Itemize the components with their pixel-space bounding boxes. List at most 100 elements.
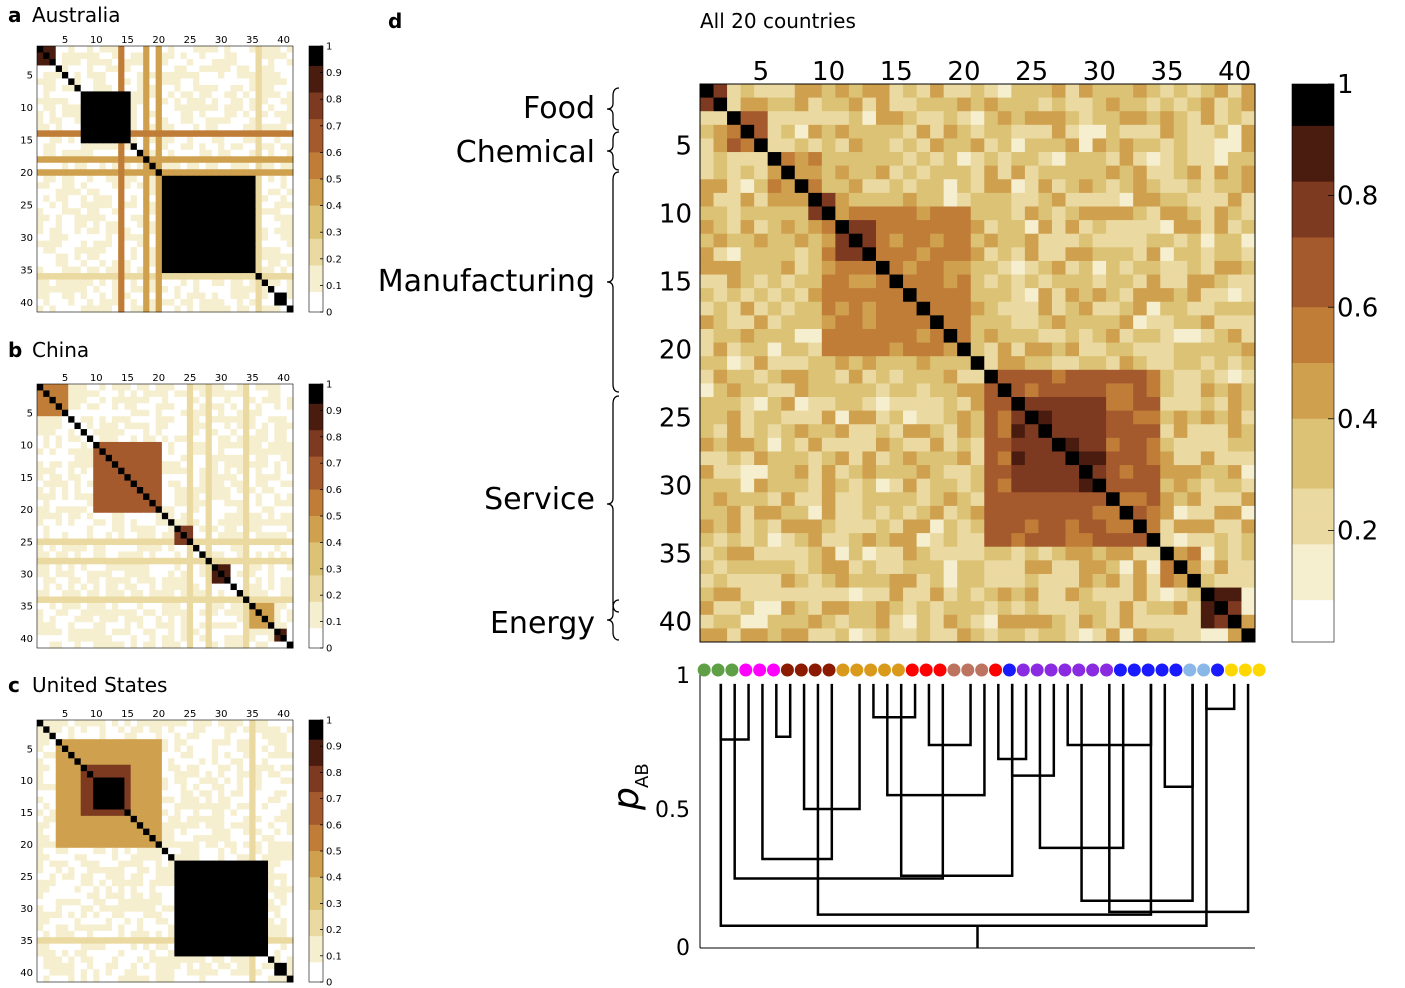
heatmap-cell	[74, 866, 82, 874]
heatmap-cell	[180, 162, 188, 170]
heatmap-cell	[236, 822, 244, 830]
heatmap-cell	[86, 260, 94, 268]
heatmap-cell	[168, 751, 175, 759]
heatmap-cell	[274, 557, 282, 565]
heatmap-cell	[61, 260, 69, 268]
heatmap-cell	[118, 240, 125, 248]
heatmap-cell	[211, 78, 219, 86]
colorbar-segment	[309, 46, 323, 54]
heatmap-cell	[55, 429, 63, 437]
heatmap-cell	[55, 149, 63, 157]
heatmap-cell	[230, 143, 238, 151]
heatmap-cell	[218, 58, 225, 66]
heatmap-cell	[243, 532, 250, 540]
heatmap-cell	[174, 214, 182, 222]
heatmap-cell	[105, 169, 113, 177]
heatmap-cell	[205, 208, 213, 216]
heatmap-cell	[124, 91, 132, 99]
heatmap-cell	[49, 78, 57, 86]
heatmap-cell	[161, 557, 169, 565]
heatmap-cell	[218, 538, 225, 546]
heatmap-cell	[199, 454, 207, 462]
heatmap-cell	[61, 815, 69, 823]
heatmap-cell	[43, 628, 50, 636]
heatmap-cell	[155, 905, 163, 913]
heatmap-cell	[105, 286, 113, 294]
heatmap-cell	[261, 564, 269, 572]
heatmap-cell	[118, 65, 125, 73]
heatmap-cell	[149, 136, 157, 144]
heatmap-cell	[49, 227, 57, 235]
heatmap-cell	[236, 557, 244, 565]
heatmap-cell	[174, 247, 182, 255]
heatmap-cell	[68, 117, 75, 125]
heatmap-cell	[124, 384, 132, 391]
heatmap-cell	[111, 809, 119, 817]
colorbar-segment	[309, 79, 323, 87]
heatmap-cell	[80, 796, 88, 804]
heatmap-cell	[93, 758, 100, 766]
heatmap-cell	[255, 266, 263, 274]
heatmap-cell	[49, 279, 57, 287]
heatmap-cell	[261, 835, 269, 842]
heatmap-frame	[36, 45, 294, 313]
heatmap-cell	[80, 227, 88, 235]
heatmap-cell	[230, 873, 238, 881]
heatmap-cell	[149, 46, 157, 53]
heatmap-cell	[99, 544, 107, 552]
heatmap-cell	[99, 583, 107, 591]
heatmap-cell	[286, 188, 294, 196]
heatmap-cell	[118, 905, 125, 913]
heatmap-cell	[155, 253, 163, 261]
heatmap-cell	[93, 286, 100, 294]
heatmap-cell	[37, 110, 44, 118]
heatmap-cell	[236, 854, 244, 862]
heatmap-cell	[274, 441, 282, 449]
heatmap-cell	[249, 149, 257, 157]
heatmap-cell	[174, 195, 182, 203]
heatmap-cell	[268, 512, 275, 520]
heatmap-cell	[174, 777, 182, 785]
heatmap-cell	[105, 143, 113, 151]
heatmap-cell	[136, 208, 144, 216]
heatmap-cell	[49, 726, 57, 734]
heatmap-cell	[124, 409, 132, 417]
heatmap-cell	[74, 234, 82, 242]
heatmap-cell	[268, 188, 275, 196]
heatmap-cell	[124, 123, 132, 131]
heatmap-cell	[205, 918, 213, 925]
heatmap-cell	[224, 790, 232, 798]
heatmap-cell	[43, 52, 50, 60]
heatmap-cell	[37, 117, 44, 125]
heatmap-cell	[43, 208, 50, 216]
heatmap-cell	[93, 84, 100, 92]
heatmap-cell	[55, 182, 63, 190]
heatmap-cell	[249, 641, 257, 649]
heatmap-cell	[105, 886, 113, 894]
heatmap-cell	[274, 854, 282, 862]
heatmap-cell	[168, 305, 175, 313]
heatmap-cell	[168, 847, 175, 855]
heatmap-cell	[55, 930, 63, 938]
heatmap-cell	[174, 841, 182, 849]
heatmap-cell	[99, 635, 107, 643]
heatmap-cell	[230, 803, 238, 810]
heatmap-cell	[136, 441, 144, 449]
heatmap-cell	[205, 78, 213, 86]
heatmap-cell	[280, 499, 288, 507]
heatmap-cell	[168, 532, 175, 540]
heatmap-cell	[193, 898, 200, 906]
heatmap-cell	[37, 720, 44, 727]
heatmap-cell	[136, 162, 144, 170]
heatmap-cell	[86, 208, 94, 216]
heatmap-cell	[136, 266, 144, 274]
heatmap-cell	[74, 390, 82, 398]
heatmap-cell	[86, 52, 94, 60]
heatmap-cell	[118, 390, 125, 398]
heatmap-cell	[243, 461, 250, 469]
heatmap-cell	[105, 726, 113, 734]
heatmap-cell	[80, 519, 88, 527]
heatmap-cell	[224, 162, 232, 170]
heatmap-cell	[37, 58, 44, 66]
heatmap-cell	[86, 758, 94, 766]
